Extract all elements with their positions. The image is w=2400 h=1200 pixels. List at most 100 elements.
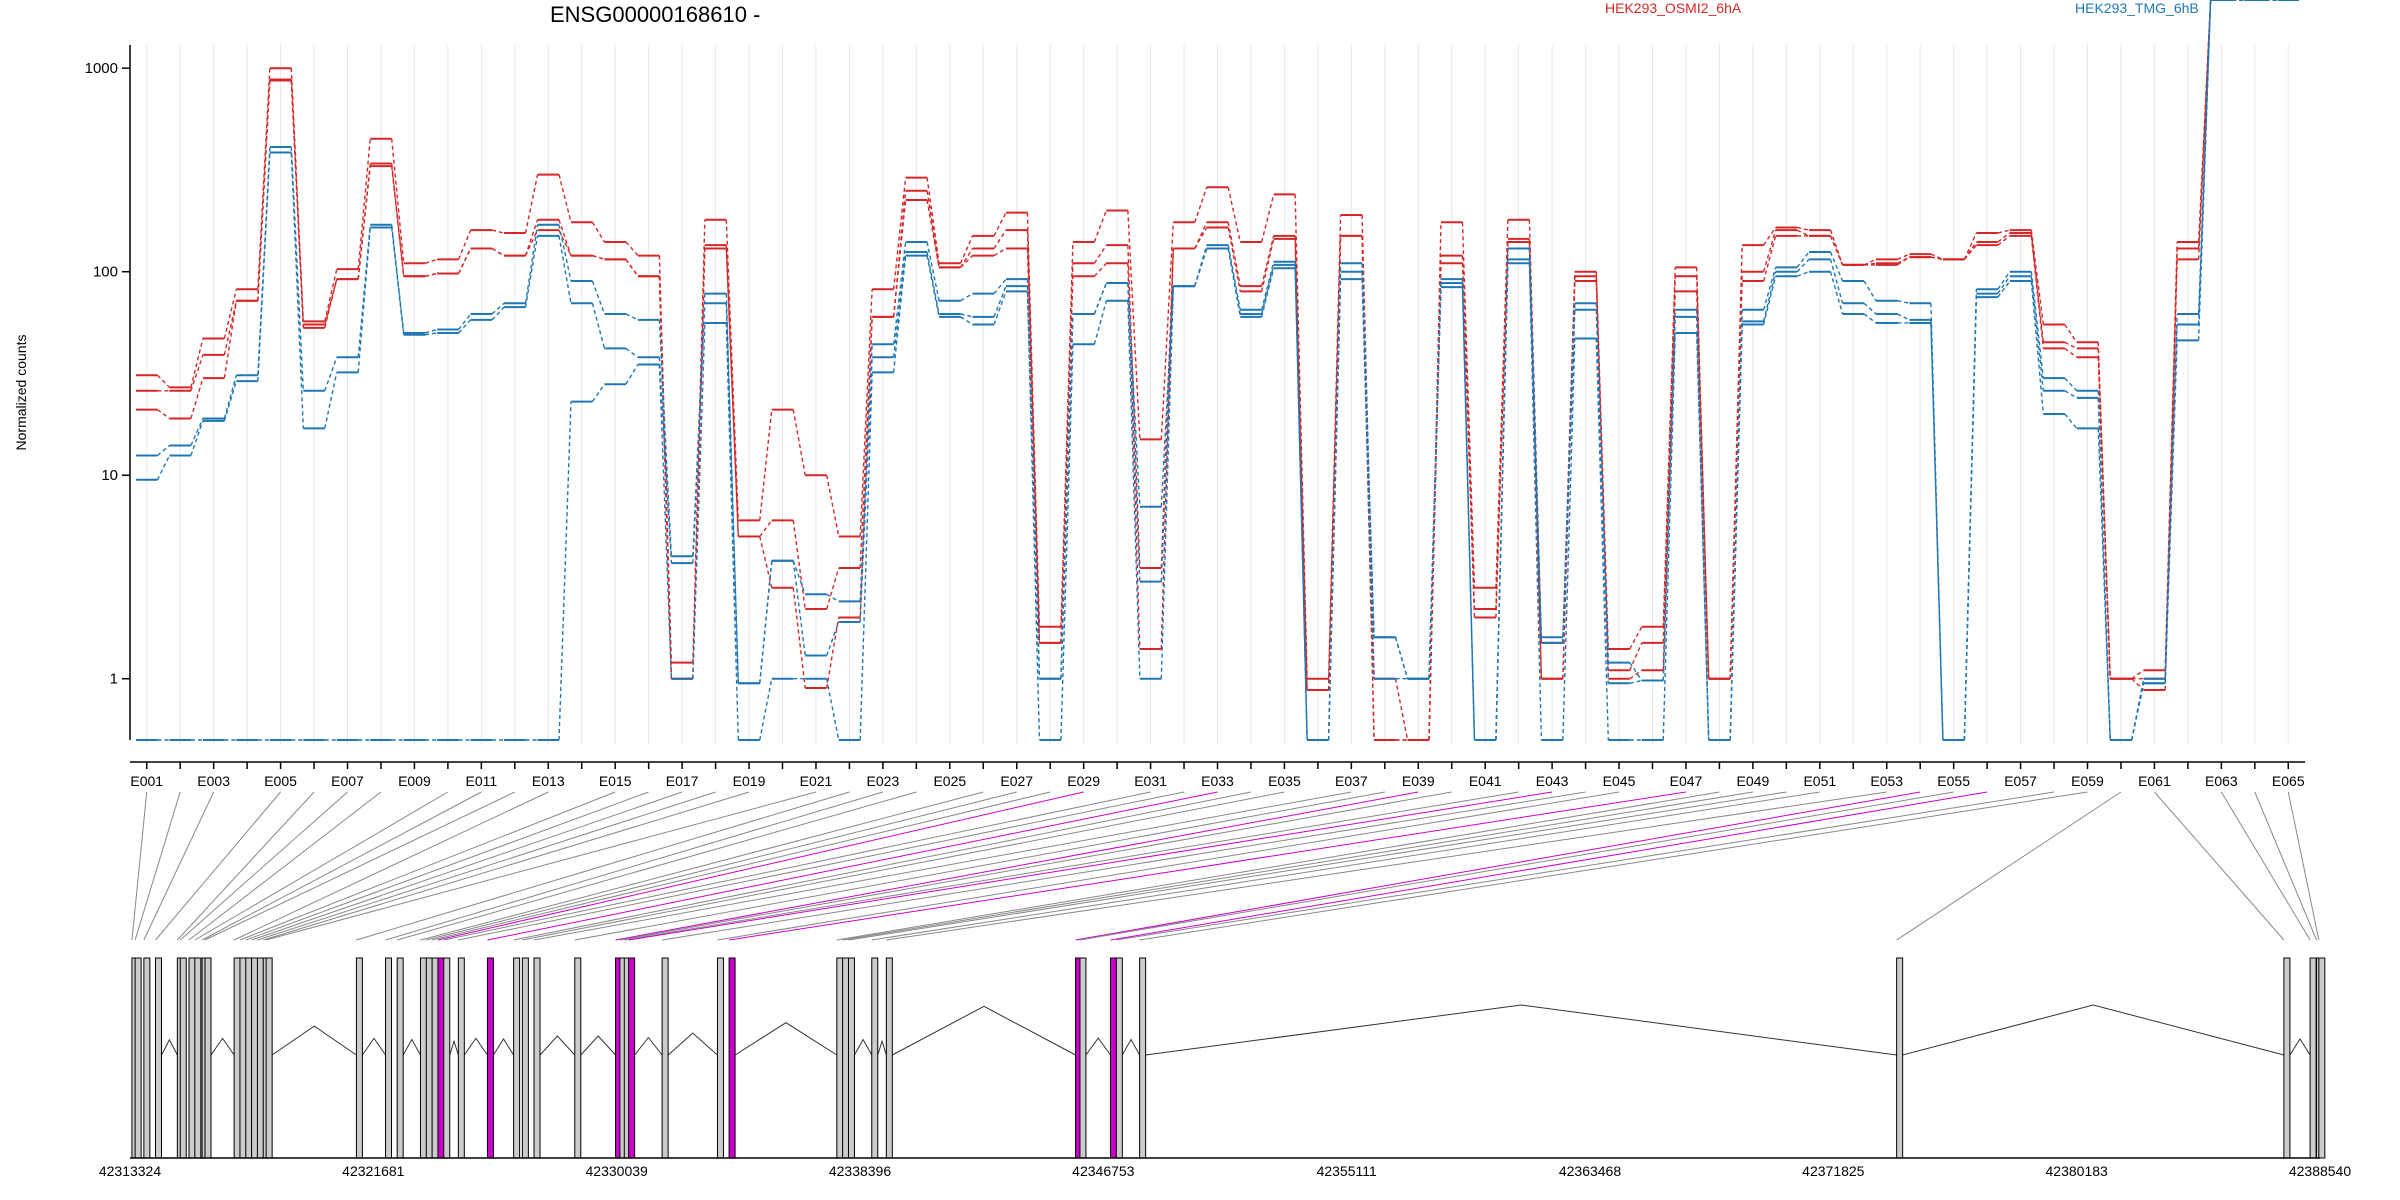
series-connector (826, 567, 840, 610)
series-connector (1461, 222, 1476, 588)
series-connector (960, 316, 973, 326)
exon-connector-line (266, 791, 817, 941)
exon-connector-line (2154, 791, 2285, 941)
exon-tick-label: E061 (2138, 773, 2171, 789)
series-connector (1729, 280, 1743, 679)
series-connector (1026, 248, 1041, 643)
series-connector (524, 229, 539, 256)
series-connector (1629, 669, 1643, 680)
intron-line (539, 1035, 576, 1056)
series-connector (1796, 251, 1810, 268)
exon-connector-line (886, 791, 1887, 941)
series-connector (558, 235, 572, 304)
exon-connector-line (356, 791, 850, 941)
exon-box (1110, 957, 1118, 1159)
series-connector (357, 138, 371, 270)
exon-box (1079, 957, 1087, 1159)
exon-connector-line (179, 791, 348, 941)
series-connector (491, 306, 505, 321)
exon-box (885, 957, 893, 1159)
series-connector (959, 235, 974, 264)
series-connector (1227, 222, 1241, 287)
series-connector (1829, 235, 1844, 266)
series-connector (1796, 258, 1810, 273)
exon-tick-label: E037 (1335, 773, 1368, 789)
series-connector (591, 280, 606, 315)
series-connector (859, 372, 873, 741)
exon-connector-line (848, 791, 1787, 941)
exon-tick-label: E007 (331, 773, 364, 789)
series-connector (324, 278, 338, 328)
exon-connector-line (131, 791, 148, 941)
series-connector (1762, 267, 1777, 310)
exon-tick-label: E017 (666, 773, 699, 789)
series-connector (2131, 683, 2145, 741)
series-connector (2097, 428, 2111, 741)
gene-axis-tick-label: 42330039 (586, 1163, 649, 1179)
series-connector (1361, 271, 1375, 638)
series-connector (692, 219, 706, 663)
series-connector (1227, 248, 1241, 317)
series-connector (1060, 344, 1074, 741)
series-connector (390, 227, 405, 335)
series-connector (826, 593, 840, 602)
series-connector (2064, 377, 2078, 392)
exon-tick-label: E009 (398, 773, 431, 789)
series-connector (591, 303, 606, 349)
intron-line (1145, 1004, 1897, 1056)
exon-connector-line (194, 791, 449, 941)
exon-tick-label: E039 (1402, 773, 1435, 789)
exon-box (513, 957, 521, 1159)
series-connector (993, 291, 1007, 325)
exon-tick-label: E023 (867, 773, 900, 789)
series-connector (1662, 332, 1676, 741)
series-connector (959, 248, 974, 268)
intron-line (271, 1025, 357, 1056)
intron-line (580, 1035, 616, 1056)
series-connector (1160, 286, 1175, 679)
exon-connector-line (836, 791, 1720, 941)
series-connector (1997, 232, 2011, 243)
exon-box (194, 957, 202, 1159)
exon-box (842, 957, 850, 1159)
series-connector (324, 268, 338, 322)
series-connector (1093, 300, 1108, 345)
gene-axis-tick-label: 42363468 (1559, 1163, 1622, 1179)
series-connector (424, 272, 438, 277)
series-connector (190, 418, 204, 446)
series-connector (926, 241, 940, 301)
y-tick-label: 1 (110, 671, 118, 688)
series-connector (1327, 214, 1342, 679)
intron-line (210, 1037, 235, 1056)
exon-box (134, 957, 142, 1159)
series-connector (2197, 0, 2212, 341)
exon-box (233, 957, 241, 1159)
series-connector (725, 219, 740, 521)
exon-connector-line (397, 791, 917, 941)
y-tick-label: 1000 (85, 60, 118, 77)
series-connector (1629, 626, 1643, 650)
series-connector (1026, 291, 1041, 741)
series-connector (993, 212, 1007, 237)
exon-box (443, 957, 451, 1159)
series-connector (1127, 282, 1141, 582)
exon-box (661, 957, 669, 1159)
series-connector (558, 219, 572, 256)
series-connector (1461, 287, 1476, 741)
series-connector (926, 190, 940, 268)
intron-line (463, 1037, 488, 1056)
series-connector (625, 347, 639, 358)
series-connector (658, 357, 673, 564)
exon-tick-label: E031 (1134, 773, 1167, 789)
exon-connector-line (239, 791, 616, 941)
exon-connector-line (1116, 791, 2055, 941)
exon-connector-line (188, 791, 382, 941)
series-connector (625, 241, 639, 257)
series-connector (592, 254, 605, 261)
exon-tick-label: E063 (2205, 773, 2238, 789)
series-connector (1461, 263, 1476, 618)
exon-connector-line (263, 791, 750, 941)
exon-connector-line (420, 791, 984, 941)
series-connector (960, 313, 973, 318)
series-connector (658, 364, 673, 679)
